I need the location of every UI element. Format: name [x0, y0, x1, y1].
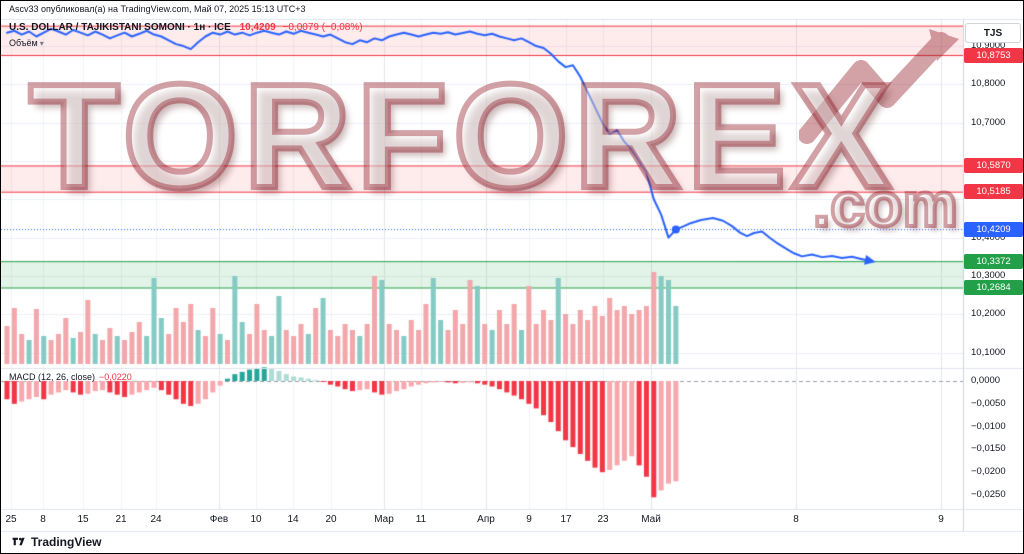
symbol-title[interactable]: U.S. DOLLAR / TAJIKISTANI SOMONI · 1н · …: [9, 22, 231, 33]
chevron-down-icon: ▾: [39, 39, 44, 48]
price-change: −0,0079 (−0,08%): [282, 22, 363, 33]
footer: TradingView: [11, 534, 101, 549]
tradingview-logo-icon[interactable]: [11, 534, 26, 549]
macd-label: MACD (12, 26, close): [9, 372, 96, 382]
volume-label: Объём: [9, 38, 38, 48]
currency-label: TJS: [965, 23, 1021, 43]
attribution: Ascv33 опубликовал(а) на TradingView.com…: [9, 4, 306, 14]
macd-value: −0,0220: [99, 372, 132, 382]
last-price: 10,4209: [239, 22, 276, 33]
symbol-header: U.S. DOLLAR / TAJIKISTANI SOMONI · 1н · …: [9, 22, 363, 33]
macd-indicator-row[interactable]: MACD (12, 26, close) −0,0220: [9, 372, 132, 382]
volume-indicator-row[interactable]: Объём ▾: [9, 38, 44, 48]
tradingview-logo-text[interactable]: TradingView: [31, 534, 102, 549]
